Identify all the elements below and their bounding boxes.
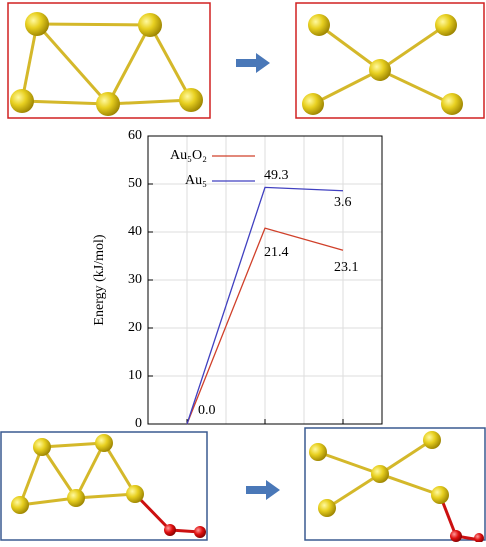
figure: Energy (kJ/mol) 0 10 20 30 40 50 60 Au₅O₂ Au₅ 0.0… [0,0,486,542]
cluster-au5-final [296,3,484,118]
arrow [236,53,270,73]
cluster-au5o2-initial [1,432,207,540]
legend-label: Au₅O₂ [170,148,207,163]
y-tick-label: 60 [128,128,142,143]
legend-label: Au₅ [185,173,207,188]
annotation: 3.6 [334,195,352,210]
y-tick-label: 30 [128,272,142,287]
y-axis-label: Energy (kJ/mol) [92,234,107,325]
arrow [246,480,280,500]
annotation: 0.0 [198,403,216,418]
annotation: 23.1 [334,260,359,275]
cluster-au5o2-final [305,428,485,542]
annotation: 21.4 [264,245,289,260]
annotation: 49.3 [264,168,289,183]
y-tick-label: 0 [135,416,142,431]
y-tick-label: 50 [128,176,142,191]
y-tick-label: 10 [128,368,142,383]
cluster-au5-initial [8,3,210,118]
plot: 0 10 20 30 40 50 60 Au₅O₂ Au₅ 0.0 49.3 3.6 21.4 23.1 [128,128,382,431]
y-tick-label: 40 [128,224,142,239]
y-tick-label: 20 [128,320,142,335]
